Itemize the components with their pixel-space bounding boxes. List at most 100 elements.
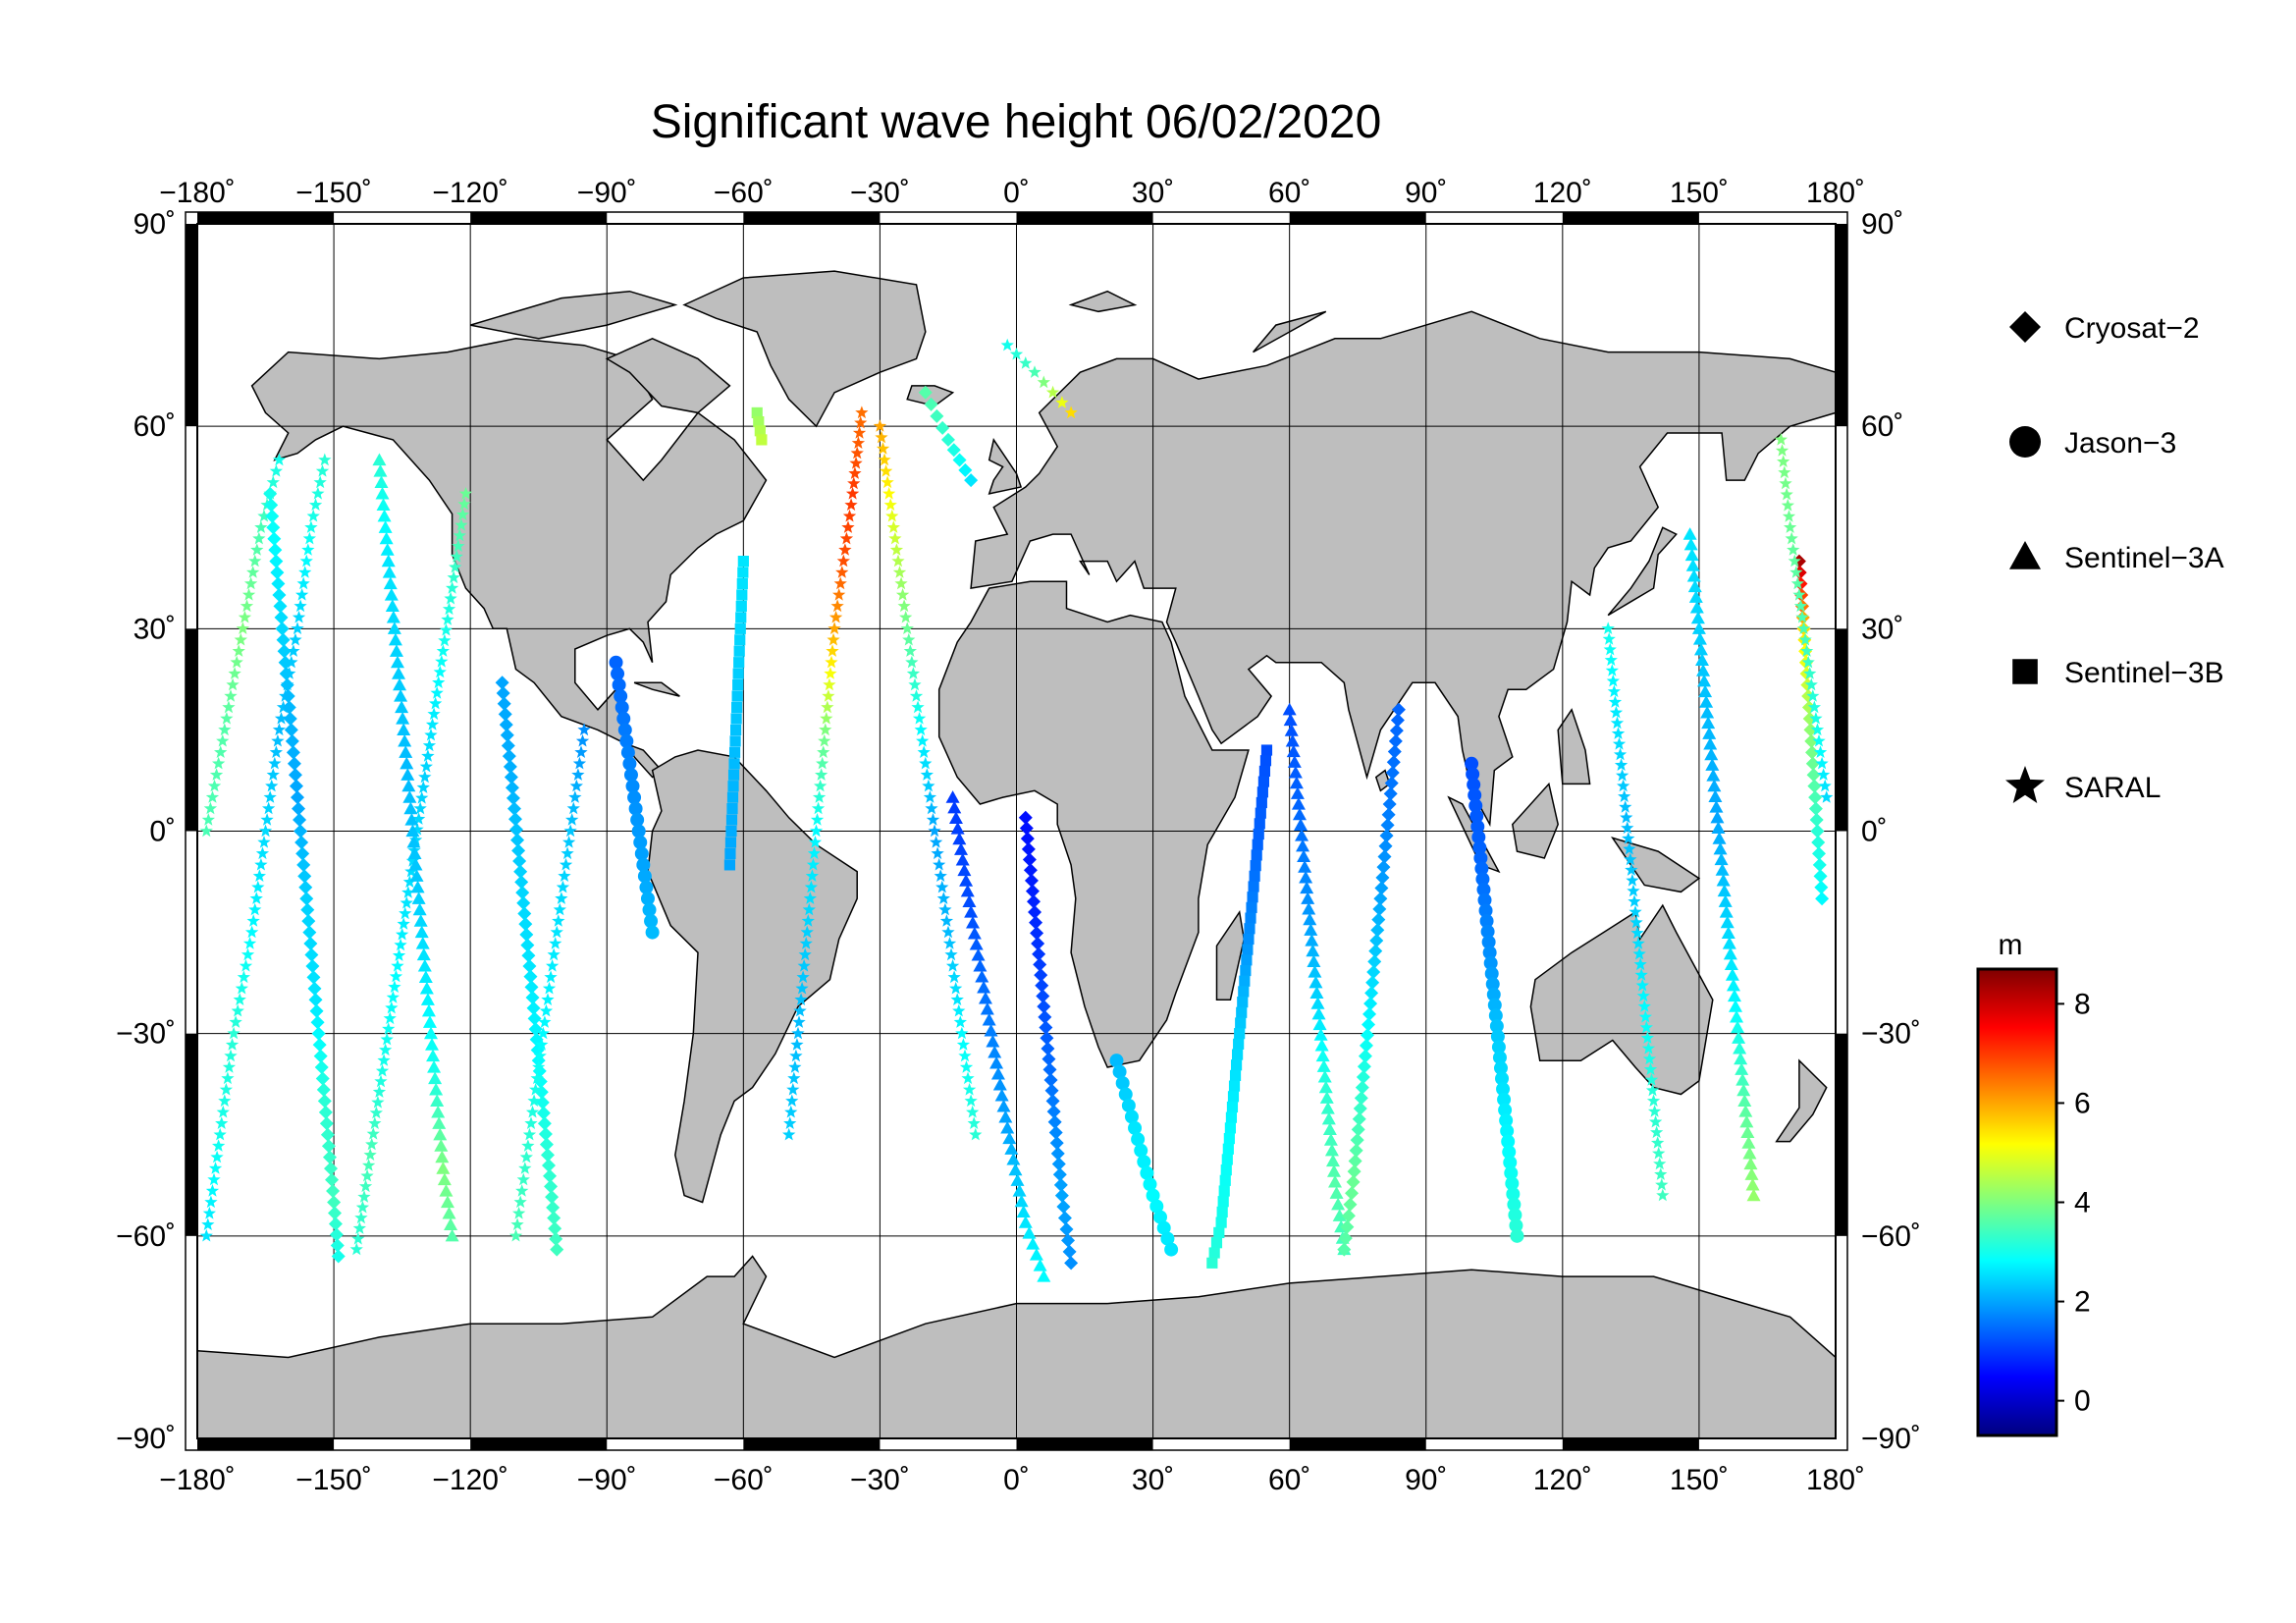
triangle-data-point: [1744, 1167, 1759, 1180]
diamond-data-point: [1348, 1154, 1362, 1168]
circle-data-point: [614, 689, 628, 704]
star-data-point: [455, 508, 470, 520]
diamond-data-point: [1352, 1111, 1366, 1126]
circle-data-point: [645, 925, 660, 940]
star-data-point: [784, 1105, 798, 1118]
diamond-data-point: [550, 1242, 564, 1257]
star-data-point: [1603, 642, 1617, 656]
circle-data-point: [620, 745, 635, 760]
diamond-data-point: [1047, 1114, 1062, 1129]
diamond-data-point: [526, 1001, 541, 1015]
star-data-point: [220, 712, 234, 725]
star-data-point: [458, 486, 473, 500]
square-data-point: [1223, 1132, 1235, 1145]
triangle-data-point: [1284, 724, 1299, 736]
border-bar-bottom: [1289, 1438, 1426, 1450]
star-data-point: [539, 1003, 554, 1017]
landmass-uk: [988, 438, 1023, 495]
star-data-point: [1037, 375, 1050, 389]
triangle-data-point: [386, 610, 400, 623]
triangle-data-point: [445, 1228, 459, 1242]
diamond-data-point: [316, 1082, 331, 1097]
square-data-point: [1222, 1143, 1234, 1155]
star-data-point: [207, 1172, 221, 1186]
diamond-data-point: [500, 728, 514, 742]
diamond-data-point: [510, 833, 525, 847]
star-data-point: [1785, 531, 1798, 545]
diamond-data-point: [302, 925, 317, 940]
triangle-data-point: [1719, 904, 1734, 918]
track-sentinel-3a: [1682, 527, 1761, 1202]
diamond-data-point: [323, 1162, 338, 1176]
landmass-arctic-islands: [469, 290, 678, 340]
longitude-tick-label: 150˚: [1670, 177, 1729, 209]
diamond-data-point: [270, 566, 285, 580]
longitude-ticks-top: −180˚ −150˚ −120˚ −90˚ −60˚ −30˚ 0˚ 30˚ 60˚ 90˚ 12…: [159, 177, 1865, 209]
diamond-data-point: [1385, 765, 1400, 780]
diamond-data-point: [284, 723, 298, 737]
star-data-point: [424, 728, 438, 741]
circle-data-point: [612, 677, 626, 692]
star-data-point: [1638, 1009, 1652, 1023]
diamond-data-point: [507, 801, 521, 816]
star-data-point: [830, 599, 844, 613]
star-data-point: [905, 655, 919, 669]
star-data-point: [544, 970, 558, 984]
star-data-point: [352, 1221, 366, 1234]
circle-data-point: [1475, 872, 1490, 887]
square-data-point: [1245, 912, 1256, 924]
square-data-point: [1227, 1091, 1240, 1103]
diamond-data-point: [1350, 1133, 1364, 1148]
star-data-point: [1629, 915, 1643, 929]
star-data-point: [1610, 716, 1625, 730]
star-data-point: [377, 1054, 391, 1066]
triangle-data-point: [1331, 1197, 1346, 1211]
star-data-point: [838, 543, 852, 556]
triangle-data-point: [376, 498, 391, 511]
star-data-point: [916, 733, 930, 747]
star-data-point: [298, 566, 312, 578]
star-data-point: [454, 518, 468, 531]
satellite-legend: Cryosat−2 Jason−3 Sentinel−3A Sentinel−3B SA…: [2005, 311, 2224, 804]
triangle-data-point: [990, 1066, 1005, 1080]
star-data-point: [369, 1106, 383, 1119]
diamond-data-point: [525, 991, 540, 1005]
diamond-data-point: [282, 700, 296, 715]
star-data-point: [201, 813, 215, 826]
star-data-point: [402, 875, 416, 889]
star-data-point: [919, 756, 933, 770]
triangle-data-point: [421, 1003, 436, 1017]
star-data-point: [1810, 723, 1825, 736]
diamond-data-point: [547, 1211, 561, 1225]
triangle-data-point: [439, 1184, 454, 1197]
square-data-point: [724, 837, 737, 848]
triangle-data-point: [1725, 968, 1739, 981]
star-data-point: [266, 475, 280, 489]
landmass-north-america: [250, 338, 768, 779]
square-data-point: [1254, 818, 1265, 830]
star-data-point: [944, 947, 958, 961]
star-data-point: [882, 486, 896, 500]
diamond-data-point: [320, 1127, 335, 1142]
square-data-point: [1260, 744, 1273, 756]
square-data-point: [1249, 870, 1260, 882]
triangle-data-point: [442, 1206, 456, 1219]
star-data-point: [811, 801, 826, 815]
star-data-point: [1614, 758, 1629, 771]
square-data-point: [1251, 849, 1262, 861]
diamond-data-point: [1018, 810, 1033, 825]
triangle-data-point: [1686, 568, 1701, 582]
triangle-data-point: [1323, 1133, 1338, 1146]
star-data-point: [923, 790, 937, 803]
star-data-point: [385, 1001, 399, 1014]
landmass-new-zealand: [1775, 1058, 1828, 1143]
triangle-data-point: [1695, 653, 1710, 667]
square-data-point: [1220, 1164, 1232, 1176]
circle-data-point: [1486, 987, 1501, 1001]
star-data-point: [246, 914, 260, 927]
colorbar-unit: m: [1999, 929, 2023, 961]
star-data-point: [365, 1137, 379, 1151]
triangle-data-point: [1316, 1059, 1331, 1072]
diamond-data-point: [1366, 965, 1381, 980]
diamond-data-point: [935, 420, 950, 435]
